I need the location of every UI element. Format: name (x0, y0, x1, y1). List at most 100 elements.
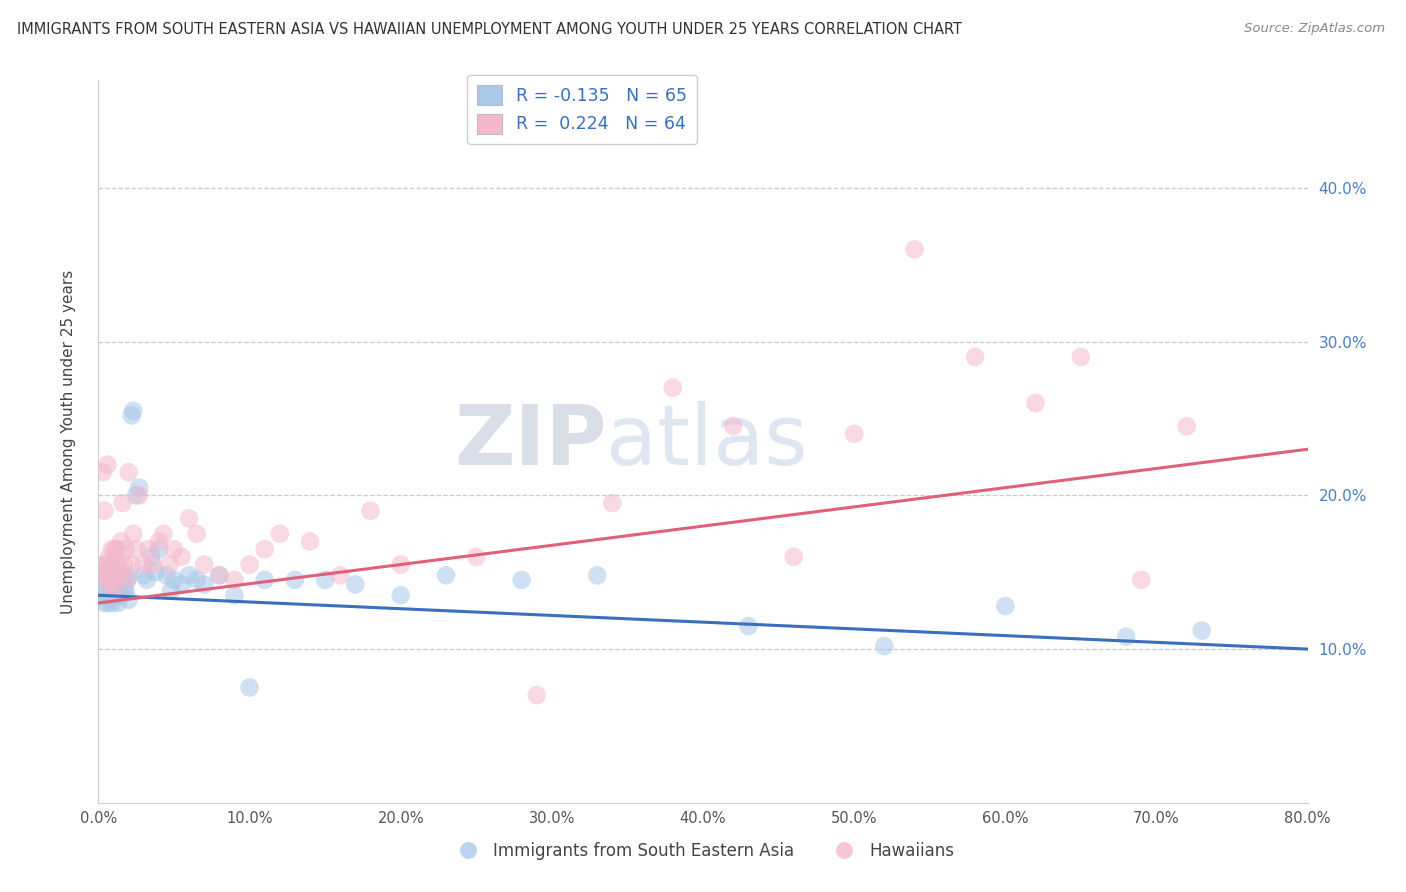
Point (170, 549, 193, 564)
Point (107, 568, 129, 582)
Point (873, 639, 896, 653)
Point (132, 558, 155, 572)
Point (90, 565, 112, 579)
Point (145, 565, 167, 579)
Point (104, 542, 127, 557)
Point (94, 573, 117, 587)
Point (208, 568, 231, 582)
Point (193, 577, 215, 591)
Point (160, 583, 183, 598)
Point (93, 504, 115, 518)
Point (208, 568, 231, 582)
Point (179, 568, 201, 582)
Point (112, 558, 135, 572)
Point (152, 526, 174, 541)
Point (115, 573, 138, 587)
Point (224, 573, 246, 587)
Point (90, 588, 112, 602)
Point (526, 688, 548, 702)
Point (101, 542, 124, 557)
Point (510, 573, 533, 587)
Point (329, 568, 352, 582)
Point (121, 558, 143, 572)
Point (163, 573, 186, 587)
Point (159, 558, 181, 572)
Point (118, 465, 141, 479)
Point (128, 481, 150, 495)
Point (661, 381, 683, 395)
Point (1175, 419, 1198, 434)
Point (114, 583, 136, 598)
Point (103, 553, 125, 567)
Point (107, 596, 129, 610)
Point (163, 542, 186, 557)
Point (1191, 624, 1213, 638)
Point (105, 568, 128, 582)
Point (101, 596, 124, 610)
Y-axis label: Unemployment Among Youth under 25 years: Unemployment Among Youth under 25 years (62, 269, 76, 614)
Point (91, 573, 114, 587)
Point (96, 596, 118, 610)
Point (103, 588, 125, 602)
Point (1115, 630, 1137, 644)
Point (103, 565, 125, 579)
Point (108, 565, 131, 579)
Text: ZIP: ZIP (454, 401, 606, 482)
Point (136, 542, 159, 557)
Point (100, 581, 122, 595)
Point (193, 558, 215, 572)
Point (148, 534, 170, 549)
Point (103, 583, 125, 598)
Point (1070, 350, 1092, 364)
Point (101, 568, 124, 582)
Point (239, 681, 262, 695)
Point (269, 526, 291, 541)
Point (122, 526, 145, 541)
Point (111, 568, 134, 582)
Point (142, 558, 165, 572)
Point (105, 588, 128, 602)
Point (1130, 573, 1153, 587)
Point (1024, 396, 1046, 410)
Point (108, 581, 131, 595)
Point (98, 588, 121, 602)
Point (253, 573, 276, 587)
Point (179, 511, 201, 525)
Point (125, 542, 148, 557)
Point (994, 599, 1017, 613)
Point (141, 549, 163, 564)
Point (465, 549, 488, 564)
Point (100, 558, 122, 572)
Legend: Immigrants from South Eastern Asia, Hawaiians: Immigrants from South Eastern Asia, Hawa… (444, 836, 962, 867)
Text: atlas: atlas (606, 401, 808, 482)
Point (101, 573, 124, 587)
Point (186, 573, 208, 587)
Point (98, 549, 121, 564)
Point (389, 558, 412, 572)
Point (170, 577, 193, 591)
Point (253, 542, 276, 557)
Point (111, 496, 134, 510)
Point (98, 565, 121, 579)
Text: IMMIGRANTS FROM SOUTH EASTERN ASIA VS HAWAIIAN UNEMPLOYMENT AMONG YOUTH UNDER 25: IMMIGRANTS FROM SOUTH EASTERN ASIA VS HA… (17, 22, 962, 37)
Point (121, 409, 143, 423)
Point (96, 458, 118, 472)
Point (93, 558, 115, 572)
Point (965, 350, 987, 364)
Point (844, 426, 866, 441)
Point (155, 568, 177, 582)
Point (128, 488, 150, 502)
Point (314, 573, 336, 587)
Point (299, 534, 322, 549)
Point (125, 488, 148, 502)
Point (602, 496, 624, 510)
Point (344, 577, 367, 591)
Point (91, 465, 114, 479)
Point (110, 573, 132, 587)
Point (135, 573, 157, 587)
Point (360, 504, 382, 518)
Point (93, 596, 115, 610)
Point (737, 619, 759, 633)
Point (98, 565, 121, 579)
Point (94, 565, 117, 579)
